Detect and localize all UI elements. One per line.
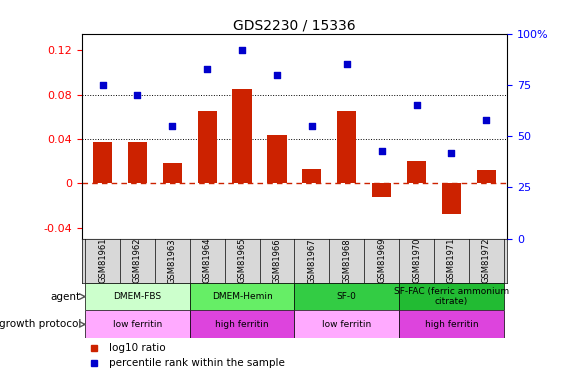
Text: GSM81966: GSM81966 (272, 238, 282, 284)
Bar (85, 283, 189, 310)
Bar (198, 111, 217, 183)
Bar (93, 142, 112, 183)
Bar (189, 310, 294, 338)
Bar (294, 283, 399, 310)
Text: growth protocol: growth protocol (0, 320, 81, 329)
Text: SF-0: SF-0 (337, 292, 357, 301)
Text: percentile rank within the sample: percentile rank within the sample (109, 358, 285, 368)
Bar (294, 310, 399, 338)
Text: GSM81967: GSM81967 (307, 238, 317, 284)
Bar (399, 310, 504, 338)
Text: GSM81972: GSM81972 (482, 238, 491, 284)
Text: low ferritin: low ferritin (113, 320, 162, 329)
Point (377, 148, 387, 154)
Point (482, 117, 491, 123)
Text: high ferritin: high ferritin (424, 320, 478, 329)
Bar (372, 183, 391, 196)
Bar (128, 142, 147, 183)
Point (307, 123, 317, 129)
Point (447, 150, 456, 156)
Text: GSM81965: GSM81965 (238, 238, 247, 284)
Title: GDS2230 / 15336: GDS2230 / 15336 (233, 19, 356, 33)
Text: agent: agent (51, 292, 81, 302)
Point (342, 62, 352, 68)
Text: DMEM-Hemin: DMEM-Hemin (212, 292, 272, 301)
Bar (442, 183, 461, 214)
Text: GSM81970: GSM81970 (412, 238, 421, 284)
Point (202, 66, 212, 72)
Bar (407, 161, 426, 183)
Text: GSM81968: GSM81968 (342, 238, 351, 284)
Point (237, 47, 247, 53)
Bar (268, 135, 287, 183)
Point (412, 102, 421, 108)
Text: low ferritin: low ferritin (322, 320, 371, 329)
Bar (189, 283, 294, 310)
Point (133, 92, 142, 98)
Text: GSM81961: GSM81961 (98, 238, 107, 284)
Text: GSM81969: GSM81969 (377, 238, 386, 284)
Text: DMEM-FBS: DMEM-FBS (113, 292, 161, 301)
Text: GSM81971: GSM81971 (447, 238, 456, 284)
Point (272, 72, 282, 78)
Point (98, 82, 107, 88)
Bar (163, 164, 182, 183)
Bar (233, 89, 252, 183)
Bar (302, 169, 321, 183)
Text: high ferritin: high ferritin (215, 320, 269, 329)
Bar (337, 111, 356, 183)
Text: GSM81962: GSM81962 (133, 238, 142, 284)
Point (168, 123, 177, 129)
Text: SF-FAC (ferric ammonium
citrate): SF-FAC (ferric ammonium citrate) (394, 287, 509, 306)
Bar (477, 170, 496, 183)
Text: GSM81964: GSM81964 (203, 238, 212, 284)
Bar (399, 283, 504, 310)
Text: log10 ratio: log10 ratio (109, 342, 166, 352)
Text: GSM81963: GSM81963 (168, 238, 177, 284)
Bar (85, 310, 189, 338)
